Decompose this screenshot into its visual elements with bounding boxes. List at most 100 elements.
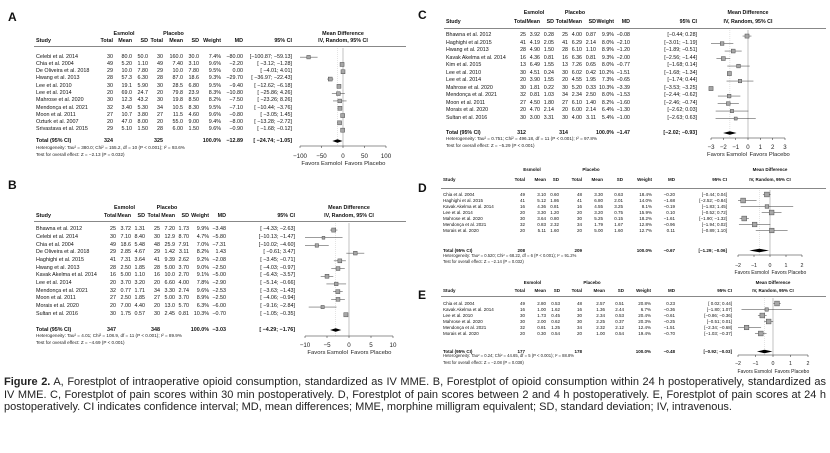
cell-esmolol-sd: 1.50	[137, 126, 149, 133]
col-header-placebo-sd: SD	[617, 287, 624, 293]
cell-md: −0.25	[663, 318, 675, 324]
cell-esmolol-sd: 2.32	[550, 221, 559, 227]
cell-esmolol-total: 28	[107, 75, 113, 82]
header-rule	[441, 296, 826, 297]
cell-md: −3.39	[616, 84, 630, 91]
cell-ci: [ −25.86; 4.26]	[257, 89, 292, 96]
total-esmolol-total: 208	[517, 248, 525, 253]
cell-placebo-sd: 1.95	[585, 77, 596, 84]
cell-placebo-mean: 6.80	[594, 197, 603, 203]
cell-esmolol-total: 16	[520, 54, 526, 61]
total-placebo-sd	[603, 247, 623, 254]
cell-md: −1.61	[663, 215, 675, 221]
cell-placebo-total: 30	[154, 233, 160, 240]
cell-md: −0.20	[663, 191, 675, 197]
cell-weight: 9.6%	[196, 287, 209, 294]
mean-difference-label: Mean Difference	[322, 30, 364, 37]
cell-placebo-sd: 1.73	[178, 226, 190, 233]
cell-esmolol-sd: 2.14	[543, 107, 554, 114]
cell-ci: [−2.56; −1.44]	[664, 54, 697, 61]
esmolol-group-label: Esmolol	[114, 204, 135, 211]
cell-study: Bhawna et al. 2012	[36, 226, 83, 233]
cell-placebo-total: 27	[562, 99, 568, 106]
spacer	[36, 31, 100, 38]
cell-esmolol-total: 20	[519, 227, 525, 233]
cell-esmolol-sd: 8.40	[134, 233, 146, 240]
cell-placebo-sd: 0.37	[615, 318, 624, 324]
cell-esmolol-total: 32	[519, 221, 525, 227]
col-header-esmolol-mean: Mean	[534, 176, 546, 182]
cell-study: Chia et al. 2004	[36, 60, 74, 67]
cell-placebo-sd: 2.12	[615, 324, 624, 330]
cell-md: −0.96	[663, 221, 675, 227]
cell-weight: 20.3%	[638, 318, 651, 324]
cell-ci: [ −5.14; −0.66]	[260, 280, 295, 286]
table-row: Mahrose et al. 2020 30 2.00 0.62 30 2.25 0.37 2…	[443, 319, 830, 325]
total-ci: [−1.29; −0.06]	[698, 248, 727, 253]
cell-placebo-total: 41	[154, 256, 160, 263]
cell-esmolol-mean: 7.10	[120, 233, 132, 240]
cell-placebo-total: 16	[562, 54, 568, 61]
cell-weight: 9.0%	[196, 264, 209, 271]
cell-placebo-total: 34	[576, 221, 582, 227]
table-row: Haghighi et al. 2015 41 7.31 3.64 41 9.39 2.62…	[36, 257, 446, 265]
cell-placebo-total: 25	[154, 226, 160, 233]
favors-esmolol-label: Favors Esmolol	[707, 152, 747, 158]
col-header-esmolol-sd: SD	[140, 37, 149, 44]
cell-study: Morais et al. 2020	[443, 227, 479, 233]
total-esmolol-total: 324	[104, 137, 113, 144]
cell-esmolol-total: 20	[519, 330, 525, 336]
col-header-esmolol-total: Total	[514, 18, 527, 25]
col-header-placebo-mean: Mean	[591, 176, 603, 182]
cell-esmolol-mean: 3.00	[529, 114, 540, 121]
cell-ci: [ −4.06; −0.94]	[260, 295, 295, 302]
cell-esmolol-total: 41	[520, 39, 526, 46]
table-row: Kavak Akelma et al. 2014 16 4.36 0.81 16 6.36…	[446, 55, 830, 63]
cell-md: −0.80	[229, 111, 243, 118]
cell-weight: 7.4%	[208, 53, 221, 60]
cell-md: 0.10	[666, 209, 675, 215]
cell-esmolol-sd: 1.60	[550, 227, 559, 233]
cell-esmolol-sd: 0.54	[551, 330, 560, 336]
cell-esmolol-mean: 3.30	[537, 209, 546, 215]
cell-ci: [ −36.97; −22.43]	[251, 75, 292, 82]
cell-placebo-mean: 7.26	[571, 62, 582, 69]
cell-weight: 8.3%	[208, 89, 221, 96]
cell-study: Lee et al. 2010	[446, 69, 482, 76]
overall-effect-text: Test for overall effect: Z = −2.13 (P = …	[36, 151, 125, 157]
cell-weight: 12.8%	[639, 221, 652, 227]
cell-study: Lee et al. 2010	[36, 82, 72, 89]
placebo-group-label: Placebo	[163, 30, 184, 37]
cell-ci: [−1.83; 1.45]	[701, 203, 727, 209]
cell-weight: 9.4%	[208, 119, 221, 126]
placebo-group-label: Placebo	[583, 280, 601, 285]
cell-placebo-total: 16	[576, 306, 582, 312]
cell-esmolol-mean: 7.31	[120, 256, 132, 263]
cell-ci: [−100.87; −59.13]	[249, 53, 292, 60]
x-tick-label: 0	[341, 153, 345, 160]
table-row: Moon et al. 2011 27 10.7 3.80 27 11.5 4.60 9.6%…	[36, 112, 446, 119]
cell-ci: [−2.44; −0.62]	[664, 92, 697, 99]
cell-placebo-total: 30	[562, 84, 568, 91]
cell-esmolol-mean: 4.70	[529, 107, 540, 114]
cell-placebo-sd: 0.54	[615, 330, 624, 336]
cell-esmolol-mean: 2.00	[537, 318, 546, 324]
total-ci: [ −24.74; −1.05]	[253, 137, 292, 144]
cell-md: −6.00	[212, 303, 226, 310]
col-header-placebo-mean: Mean	[593, 287, 605, 293]
forest-plot-d: D Esmolol Placebo Mean Difference Study Total…	[410, 165, 830, 277]
col-header-ci: 95% CI	[277, 212, 295, 219]
x-tick-label: −3	[708, 144, 716, 151]
table-row: Lee et al. 2010 30 1.73 0.45 30 2.34 0.53 20.4%…	[443, 313, 830, 319]
total-placebo-total: 209	[574, 248, 582, 253]
cell-ci: [−2.34; −0.68]	[704, 324, 732, 330]
cell-placebo-mean: 4.00	[571, 114, 582, 121]
cell-placebo-total: 34	[157, 104, 163, 111]
cell-md: −2.00	[616, 54, 630, 61]
cell-esmolol-sd: 1.71	[134, 287, 146, 294]
cell-placebo-mean: 6.10	[571, 99, 582, 106]
cell-ci: [ −23.26; 8.26]	[257, 97, 292, 104]
x-tick-label: 50	[361, 153, 368, 160]
cell-placebo-mean: 5.00	[164, 264, 176, 271]
cell-esmolol-total: 41	[110, 256, 116, 263]
